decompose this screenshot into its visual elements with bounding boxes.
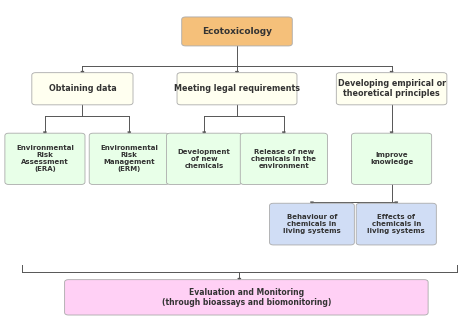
- FancyBboxPatch shape: [32, 73, 133, 105]
- Text: Obtaining data: Obtaining data: [48, 84, 116, 93]
- FancyBboxPatch shape: [270, 203, 355, 245]
- Text: Behaviour of
chemicals in
living systems: Behaviour of chemicals in living systems: [283, 214, 341, 234]
- FancyBboxPatch shape: [89, 133, 169, 184]
- Text: Ecotoxicology: Ecotoxicology: [202, 27, 272, 36]
- FancyBboxPatch shape: [177, 73, 297, 105]
- FancyBboxPatch shape: [352, 133, 432, 184]
- FancyBboxPatch shape: [356, 203, 437, 245]
- FancyBboxPatch shape: [182, 17, 292, 46]
- FancyBboxPatch shape: [240, 133, 328, 184]
- Text: Evaluation and Monitoring
(through bioassays and biomonitoring): Evaluation and Monitoring (through bioas…: [162, 288, 331, 307]
- FancyBboxPatch shape: [166, 133, 242, 184]
- Text: Release of new
chemicals in the
environment: Release of new chemicals in the environm…: [251, 149, 316, 169]
- Text: Developing empirical or
theoretical principles: Developing empirical or theoretical prin…: [337, 79, 446, 98]
- Text: Meeting legal requirements: Meeting legal requirements: [174, 84, 300, 93]
- Text: Environmental
Risk
Assessment
(ERA): Environmental Risk Assessment (ERA): [16, 145, 74, 172]
- Text: Development
of new
chemicals: Development of new chemicals: [178, 149, 231, 169]
- Text: Improve
knowledge: Improve knowledge: [370, 152, 413, 165]
- FancyBboxPatch shape: [5, 133, 85, 184]
- FancyBboxPatch shape: [64, 280, 428, 315]
- FancyBboxPatch shape: [337, 73, 447, 105]
- Text: Effects of
chemicals in
living systems: Effects of chemicals in living systems: [367, 214, 425, 234]
- Text: Environmental
Risk
Management
(ERM): Environmental Risk Management (ERM): [100, 145, 158, 172]
